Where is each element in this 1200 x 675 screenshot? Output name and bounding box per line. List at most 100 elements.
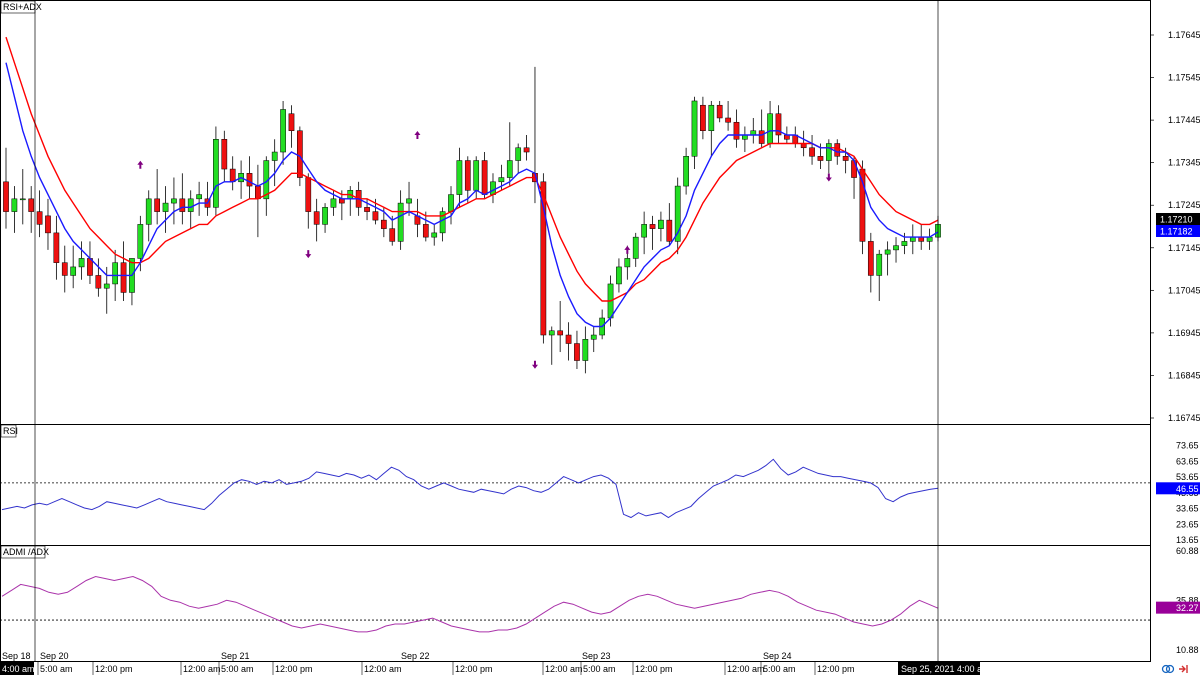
bearish-candle (725, 117, 731, 123)
fast-moving-average (5, 62, 939, 328)
price-axis-label: 1.17245 (1168, 200, 1200, 210)
sync-icon[interactable] (1161, 664, 1175, 674)
bearish-candle (834, 143, 841, 157)
ma-price-tag: 1.17182 (1160, 227, 1193, 237)
time-label: 12:00 am (183, 664, 221, 674)
bearish-candle (464, 160, 471, 191)
bullish-candle (322, 207, 328, 225)
bearish-candle (288, 113, 295, 131)
rsi-axis-label: 33.65 (1176, 504, 1199, 514)
bearish-candle (28, 198, 35, 212)
bearish-candle (179, 198, 186, 212)
bullish-candle (632, 236, 639, 259)
rsi-value-tag-bg (1156, 482, 1200, 495)
bearish-candle (45, 215, 51, 234)
bearish-candle (817, 156, 824, 161)
buy-arrow-icon (624, 245, 631, 254)
rsi-axis-label: 63.65 (1176, 456, 1199, 466)
bullish-candle (515, 147, 522, 161)
bearish-candle (36, 211, 43, 225)
bearish-candle (422, 224, 429, 238)
bullish-candle (137, 224, 144, 259)
bullish-candle (397, 202, 404, 242)
rsi-polyline (1, 458, 939, 519)
bearish-candle (666, 219, 673, 242)
date-label: Sep 20 (40, 651, 69, 661)
time-label: 12:00 pm (817, 664, 855, 674)
bullish-candle (893, 245, 899, 251)
buy-arrow-icon (137, 160, 144, 169)
sell-arrow-icon (305, 250, 312, 259)
bullish-candle (473, 160, 480, 191)
bearish-candle (859, 168, 866, 242)
bullish-candle (683, 156, 689, 187)
bearish-candle (758, 130, 765, 144)
adx-value-tag-bg (1156, 601, 1200, 614)
adx-panel-title: ADMI /ADX (0, 545, 49, 559)
bullish-candle (112, 262, 119, 285)
bullish-candle (330, 198, 337, 208)
time-label: 12:00 am (727, 664, 765, 674)
bearish-candle (540, 181, 547, 336)
date-label: Sep 23 (582, 651, 611, 661)
start-time-highlight (0, 662, 34, 675)
time-label: 12:00 am (545, 664, 583, 674)
moving-averages (5, 36, 939, 328)
bearish-candle (716, 104, 723, 119)
bearish-candle (700, 104, 706, 131)
date-label: Sep 22 (401, 651, 430, 661)
bullish-candle (876, 253, 883, 276)
bearish-candle (305, 177, 312, 212)
time-label: 5:00 am (221, 664, 254, 674)
bullish-candle (19, 198, 26, 201)
bullish-candle (506, 160, 513, 178)
bearish-candle (120, 262, 127, 293)
buy-arrow-icon (414, 131, 421, 140)
rsi-axis-label: 23.65 (1176, 519, 1199, 529)
cursor-time-label: Sep 25, 2021 4:00 am (901, 664, 990, 674)
last-price-tag-bg (1156, 213, 1200, 225)
rsi-panel-frame (0, 424, 1151, 546)
sell-arrow-icon (531, 360, 538, 369)
bullish-candle (708, 104, 715, 131)
price-panel-title: RSI+ADX (0, 0, 42, 14)
rsi-line (1, 458, 939, 519)
price-axis-label: 1.17645 (1168, 30, 1200, 40)
bullish-candle (624, 258, 631, 268)
rsi-axis-label: 73.65 (1176, 441, 1199, 451)
signal-arrows (137, 131, 832, 369)
bullish-candle (448, 194, 454, 212)
bullish-candle (498, 177, 505, 183)
bearish-candle (53, 232, 60, 263)
bullish-candle (196, 194, 202, 200)
bullish-candle (280, 109, 286, 153)
bearish-candle (297, 130, 303, 178)
bullish-candle (171, 198, 177, 204)
bearish-candle (61, 262, 68, 276)
time-axis: Sep 18 Sep 20 Sep 21 Sep 22 Sep 23 Sep 24 4:00… (0, 651, 990, 675)
bullish-candle (439, 211, 446, 234)
adx-axis-label: 60.88 (1176, 546, 1199, 556)
last-price-tag: 1.17210 (1160, 215, 1193, 225)
rsi-panel-title-text: RSI (3, 426, 18, 436)
bearish-candle (95, 275, 102, 289)
bearish-candle (523, 147, 530, 153)
adx-axis: 60.88 35.88 10.88 (1176, 546, 1199, 655)
scroll-end-icon[interactable] (1179, 665, 1188, 673)
adx-value-tag: 32.27 (1176, 603, 1199, 613)
bearish-candle (481, 160, 488, 195)
bearish-candle (649, 224, 656, 229)
adx-axis-label: 35.88 (1176, 596, 1199, 606)
price-panel-title-text: RSI+ADX (3, 2, 42, 12)
bullish-candle (674, 185, 681, 242)
adx-panel-title-text: ADMI /ADX (3, 547, 49, 557)
bullish-candle (431, 232, 438, 238)
bullish-candle (767, 113, 773, 144)
bullish-candle (145, 198, 152, 225)
bullish-candle (78, 258, 85, 268)
date-label: Sep 18 (2, 651, 31, 661)
bearish-candle (842, 156, 849, 161)
price-axis-label: 1.17145 (1168, 243, 1200, 253)
date-label: Sep 21 (221, 651, 250, 661)
